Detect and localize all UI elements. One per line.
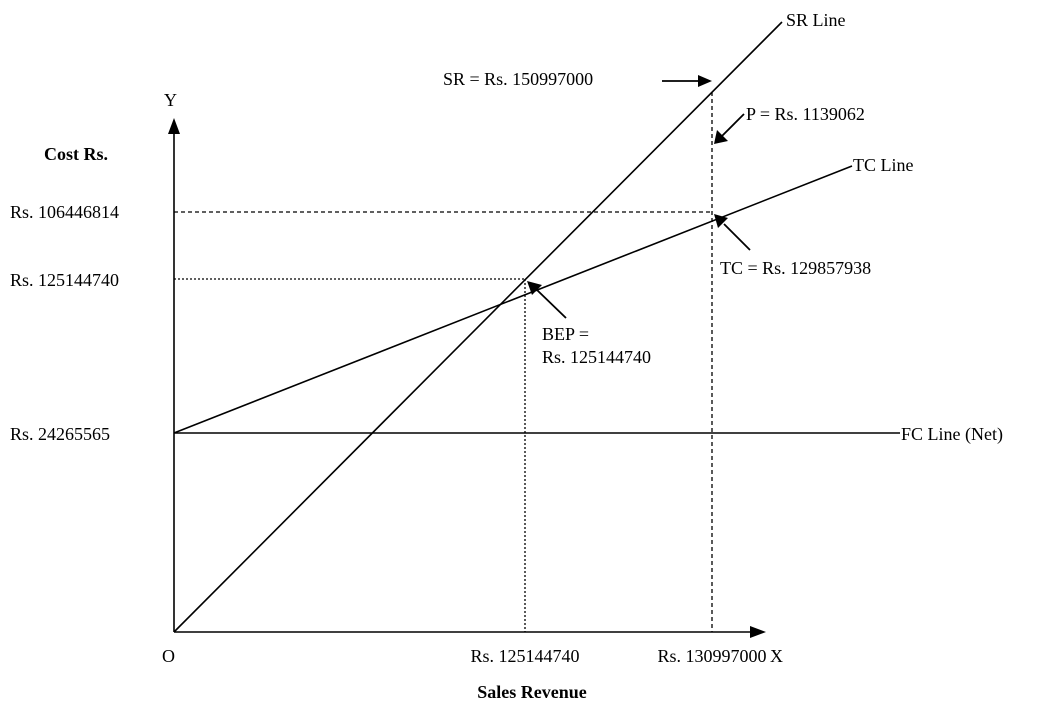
bep-pointer-arrowhead	[527, 281, 542, 295]
x-axis-arrowhead	[750, 626, 766, 638]
bep-annotation-line1: BEP =	[542, 324, 589, 344]
tc-line	[173, 165, 853, 434]
tc-pointer-arrowhead	[714, 214, 728, 228]
bep-annotation-line2: Rs. 125144740	[542, 347, 651, 367]
profit-pointer-arrowhead	[714, 130, 728, 144]
x-tick-label: Rs. 125144740	[470, 646, 579, 666]
origin-label: O	[162, 646, 175, 666]
y-axis-arrowhead	[168, 118, 180, 134]
y-axis-letter: Y	[164, 90, 177, 110]
profit-annotation: P = Rs. 1139062	[746, 104, 865, 124]
x-axis-title: Sales Revenue	[477, 682, 587, 702]
sr-pointer-arrowhead	[698, 75, 712, 87]
y-axis-title: Cost Rs.	[44, 144, 108, 164]
series-label-sr: SR Line	[786, 10, 846, 30]
y-tick-label: Rs. 24265565	[10, 424, 110, 444]
x-tick-label: Rs. 130997000	[657, 646, 766, 666]
y-tick-label: Rs. 125144740	[10, 270, 119, 290]
profit-pointer	[721, 113, 745, 137]
tc-pointer	[723, 223, 751, 251]
series-label-fc: FC Line (Net)	[901, 424, 1003, 445]
x-axis-letter: X	[770, 646, 783, 666]
bep-pointer	[536, 289, 567, 319]
series-label-tc: TC Line	[853, 155, 914, 175]
tc-annotation: TC = Rs. 129857938	[720, 258, 871, 278]
sr-annotation: SR = Rs. 150997000	[443, 69, 593, 89]
sr-line	[173, 21, 783, 633]
y-tick-label: Rs. 106446814	[10, 202, 119, 222]
